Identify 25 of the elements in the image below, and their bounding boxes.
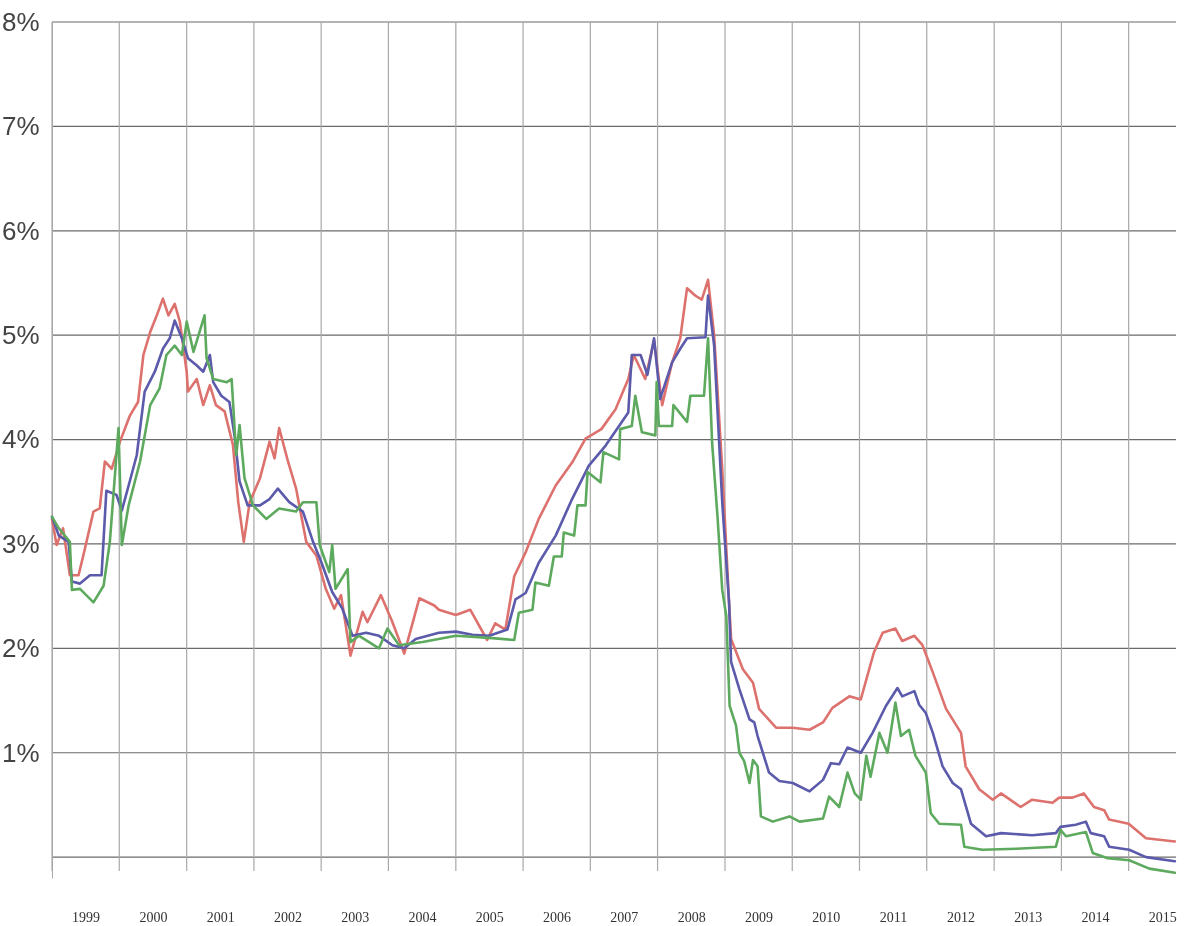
x-tick-label: 2015	[1148, 909, 1177, 925]
x-tick-label: 2013	[1014, 909, 1043, 925]
y-tick-label: 1%	[1, 737, 40, 768]
x-tick-label: 2003	[341, 909, 370, 925]
y-tick-label: 2%	[1, 633, 40, 664]
x-tick-label: 2006	[543, 909, 572, 925]
y-tick-label: 4%	[1, 424, 40, 455]
y-tick-label: 7%	[1, 111, 40, 142]
x-tick-label: 2010	[812, 909, 841, 925]
x-tick-label: 2002	[273, 909, 302, 925]
x-tick-label: 2000	[139, 909, 168, 925]
x-tick-label: 2004	[408, 909, 437, 925]
x-tick-label: 2008	[677, 909, 706, 925]
x-tick-label: 2009	[745, 909, 774, 925]
x-tick-label: 1999	[72, 909, 101, 925]
y-tick-label: 8%	[1, 6, 40, 37]
y-tick-label: 5%	[1, 319, 40, 350]
y-tick-label: 6%	[1, 215, 40, 246]
x-tick-label: 2012	[946, 909, 975, 925]
y-tick-label: 3%	[1, 528, 40, 559]
x-tick-label: 2005	[475, 909, 504, 925]
x-tick-label: 2011	[879, 909, 908, 925]
x-tick-label: 2014	[1081, 909, 1110, 925]
x-tick-label: 2007	[610, 909, 639, 925]
x-tick-label: 2001	[206, 909, 235, 925]
